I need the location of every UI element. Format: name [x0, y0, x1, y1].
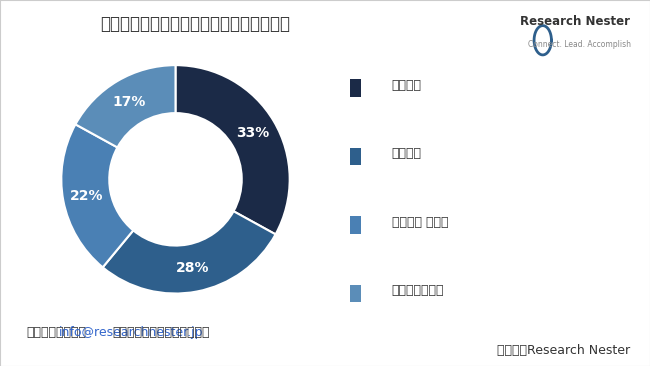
- Bar: [350, 148, 361, 165]
- Text: 詳細については、info@researchnester.jp: 詳細については、info@researchnester.jp: [26, 325, 231, 339]
- Text: info@researchnester.jp: info@researchnester.jp: [58, 325, 203, 339]
- Wedge shape: [75, 65, 176, 147]
- Bar: [350, 285, 361, 302]
- Text: Connect. Lead. Accomplish: Connect. Lead. Accomplish: [528, 40, 630, 49]
- Wedge shape: [176, 65, 290, 234]
- Text: 詳細については、: 詳細については、: [26, 325, 86, 339]
- Text: Research Nester: Research Nester: [521, 15, 630, 28]
- Wedge shape: [103, 211, 276, 294]
- Text: にメールをお送りください。: にメールをお送りください。: [112, 325, 209, 339]
- Text: 33%: 33%: [237, 126, 270, 141]
- Text: オンライン薬局: オンライン薬局: [392, 284, 445, 297]
- Text: ドラッグ ストア: ドラッグ ストア: [392, 216, 448, 229]
- Bar: [350, 79, 361, 97]
- Text: 17%: 17%: [113, 95, 146, 109]
- Wedge shape: [61, 124, 133, 267]
- Text: 22%: 22%: [70, 189, 103, 203]
- Text: ソース：Research Nester: ソース：Research Nester: [497, 344, 630, 357]
- Bar: [350, 216, 361, 234]
- Text: 28%: 28%: [176, 261, 209, 275]
- Text: 小売薬局: 小売薬局: [392, 147, 422, 160]
- Text: 粘液水腫昏睡市場ー流通チャネル別の分類: 粘液水腫昏睡市場ー流通チャネル別の分類: [100, 15, 290, 33]
- Text: 病院薬局: 病院薬局: [392, 79, 422, 92]
